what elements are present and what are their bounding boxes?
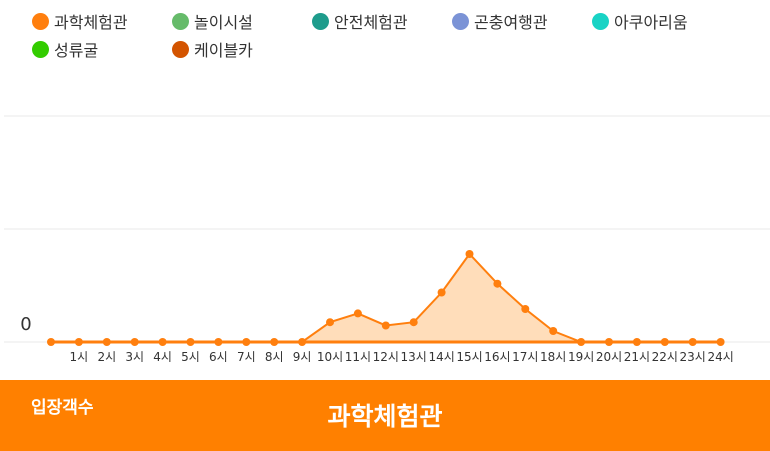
data-point-4 bbox=[158, 338, 167, 346]
x-tick-label-7: 7시 bbox=[237, 350, 256, 364]
legend-label: 놀이시설 bbox=[194, 13, 253, 32]
legend-marker-icon bbox=[32, 12, 49, 30]
legend-item-insect-hall[interactable]: 곤충여행관 bbox=[452, 10, 592, 32]
data-point-2 bbox=[102, 338, 111, 346]
data-point-17 bbox=[521, 305, 530, 313]
chart-plot: 0 1시 2시 3시 4시 5시 6시 7시 8시 9시 10시 11시 12시 13시 14시 15시 16시… bbox=[4, 115, 770, 364]
data-point-1 bbox=[74, 338, 83, 346]
legend-item-aquarium[interactable]: 아쿠아리움 bbox=[592, 10, 732, 32]
legend-marker-icon bbox=[172, 12, 189, 30]
data-point-21 bbox=[632, 338, 641, 346]
legend-label: 케이블카 bbox=[194, 41, 253, 60]
x-tick-label-10: 10시 bbox=[317, 350, 343, 364]
legend: 과학체험관 놀이시설 안전체험관 곤충여행관 아쿠아리움 성류굴 케이블카 bbox=[32, 10, 752, 60]
legend-label: 과학체험관 bbox=[54, 13, 128, 32]
x-tick-label-22: 22시 bbox=[652, 350, 678, 364]
x-tick-label-15: 15시 bbox=[456, 350, 482, 364]
data-point-5 bbox=[186, 338, 195, 346]
data-point-6 bbox=[214, 338, 223, 346]
x-tick-label-17: 17시 bbox=[512, 350, 538, 364]
x-tick-label-11: 11시 bbox=[345, 350, 371, 364]
data-point-9 bbox=[298, 338, 307, 346]
data-point-16 bbox=[493, 279, 502, 288]
data-point-18 bbox=[549, 327, 558, 335]
x-tick-label-14: 14시 bbox=[428, 350, 454, 364]
x-tick-label-1: 1시 bbox=[70, 350, 89, 364]
x-tick-label-13: 13시 bbox=[401, 350, 427, 364]
legend-marker-icon bbox=[452, 12, 469, 30]
data-point-22 bbox=[660, 338, 669, 346]
data-point-3 bbox=[130, 338, 139, 346]
legend-label: 성류굴 bbox=[54, 41, 99, 60]
data-point-19 bbox=[577, 338, 586, 346]
legend-marker-icon bbox=[32, 40, 49, 58]
data-point-15 bbox=[465, 250, 474, 258]
legend-marker-icon bbox=[312, 12, 329, 30]
data-point-14 bbox=[437, 288, 446, 297]
data-point-13 bbox=[409, 318, 418, 327]
x-tick-label-18: 18시 bbox=[540, 350, 566, 364]
legend-item-amusement[interactable]: 놀이시설 bbox=[172, 10, 312, 32]
x-tick-label-21: 21시 bbox=[624, 350, 650, 364]
data-point-11 bbox=[353, 309, 362, 318]
legend-item-cave[interactable]: 성류굴 bbox=[32, 38, 172, 60]
data-point-8 bbox=[270, 338, 279, 346]
legend-marker-icon bbox=[592, 12, 609, 30]
data-point-20 bbox=[605, 338, 613, 346]
x-tick-label-2: 2시 bbox=[97, 350, 116, 364]
x-tick-label-23: 23시 bbox=[680, 350, 706, 364]
data-point-24 bbox=[716, 338, 725, 346]
data-point-23 bbox=[688, 338, 697, 346]
x-tick-label-20: 20시 bbox=[596, 350, 622, 364]
legend-item-cable-car[interactable]: 케이블카 bbox=[172, 38, 312, 60]
legend-item-science-hall[interactable]: 과학체험관 bbox=[32, 10, 172, 32]
legend-marker-icon bbox=[172, 40, 189, 58]
data-point-12 bbox=[381, 321, 390, 330]
legend-label: 아쿠아리움 bbox=[614, 13, 688, 32]
legend-item-safety-hall[interactable]: 안전체험관 bbox=[312, 10, 452, 32]
x-tick-label-3: 3시 bbox=[125, 350, 144, 364]
y-tick-label: 0 bbox=[20, 314, 31, 335]
x-tick-label-8: 8시 bbox=[265, 350, 284, 364]
x-tick-label-4: 4시 bbox=[153, 350, 172, 364]
x-tick-label-24: 24시 bbox=[707, 350, 733, 364]
x-tick-label-6: 6시 bbox=[209, 350, 228, 364]
footer-title: 과학체험관 bbox=[327, 402, 443, 431]
legend-label: 안전체험관 bbox=[334, 13, 408, 32]
data-point-7 bbox=[242, 338, 251, 346]
data-point-10 bbox=[326, 318, 334, 327]
legend-label: 곤충여행관 bbox=[474, 13, 548, 32]
footer-bar: 입장객수 과학체험관 bbox=[0, 380, 770, 451]
x-tick-label-9: 9시 bbox=[293, 350, 312, 364]
x-tick-label-19: 19시 bbox=[568, 350, 594, 364]
x-tick-label-5: 5시 bbox=[181, 350, 200, 364]
footer-label: 입장객수 bbox=[31, 398, 94, 418]
x-tick-label-16: 16시 bbox=[484, 350, 510, 364]
data-point-0 bbox=[47, 338, 55, 346]
x-tick-label-12: 12시 bbox=[373, 350, 399, 364]
